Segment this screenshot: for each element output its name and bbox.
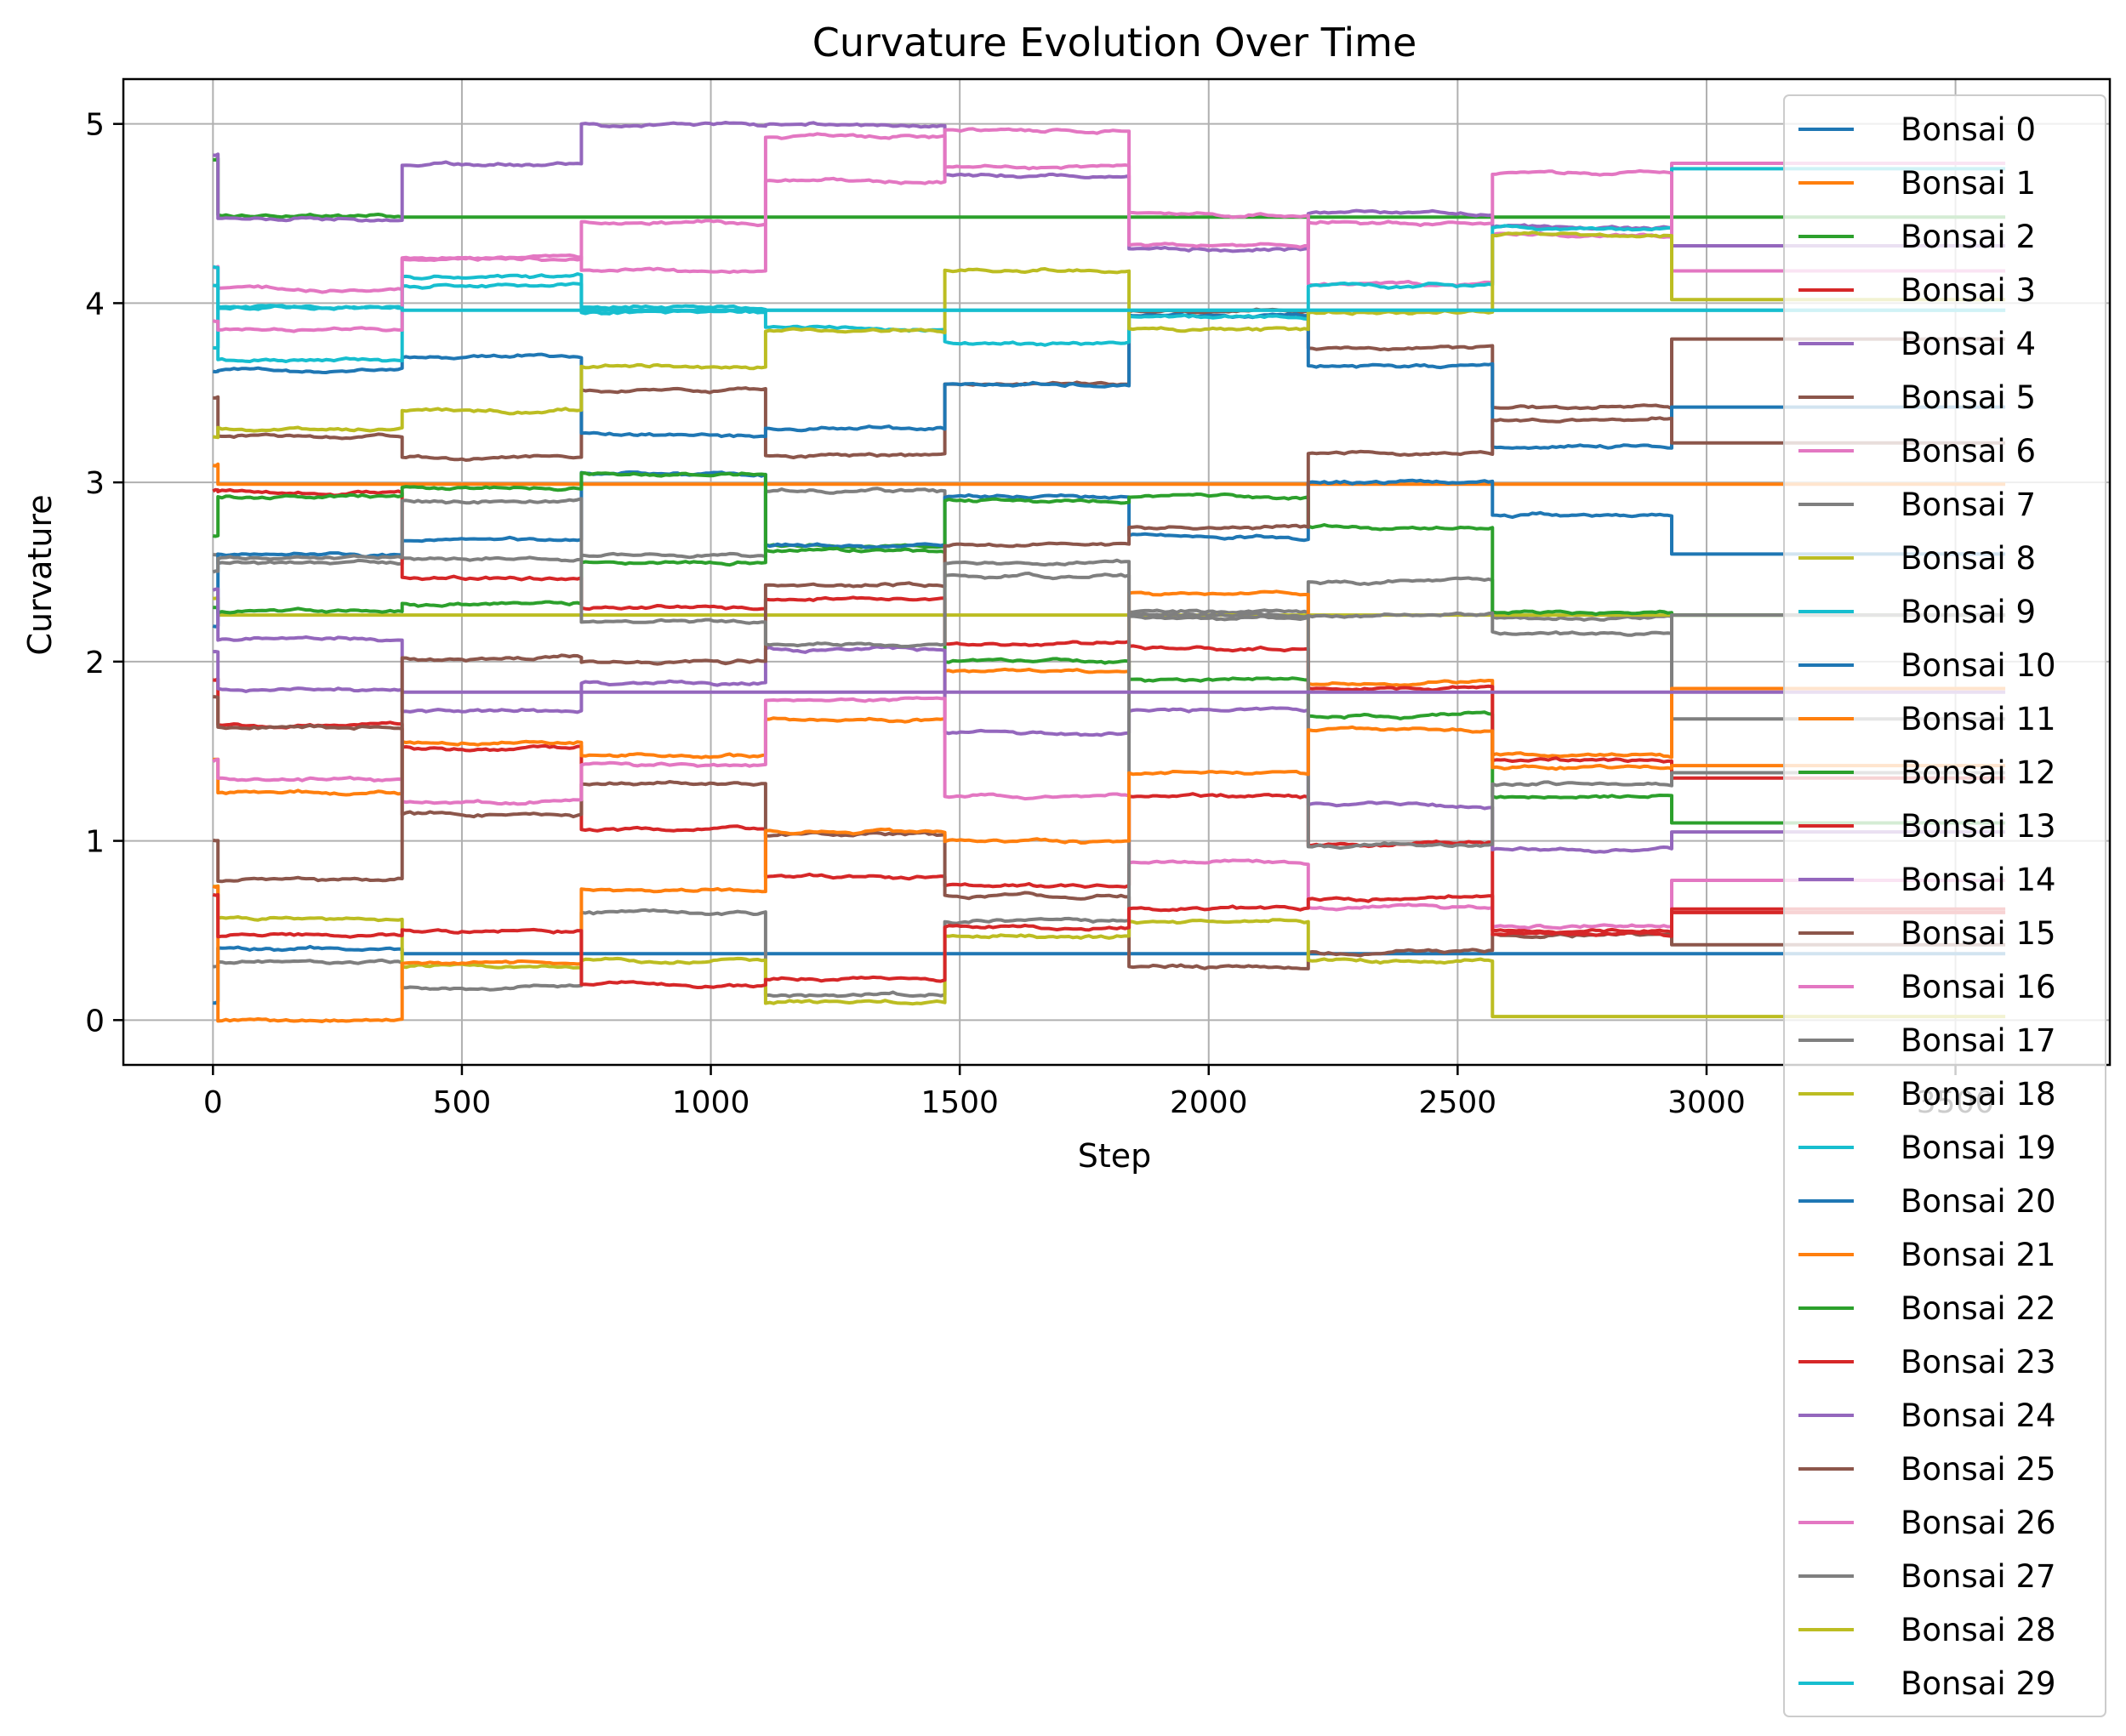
legend-entry: Bonsai 0 bbox=[1901, 111, 2036, 148]
y-tick-label: 3 bbox=[85, 466, 105, 501]
x-tick-label: 2500 bbox=[1419, 1085, 1497, 1120]
legend-entry: Bonsai 11 bbox=[1901, 701, 2056, 737]
legend-entry: Bonsai 24 bbox=[1901, 1397, 2056, 1434]
x-tick-label: 1500 bbox=[921, 1085, 999, 1120]
series-line bbox=[212, 121, 2006, 253]
y-tick-label: 5 bbox=[85, 108, 105, 143]
legend-entry: Bonsai 16 bbox=[1901, 969, 2056, 1005]
x-tick-label: 3000 bbox=[1667, 1085, 1746, 1120]
legend-entry: Bonsai 8 bbox=[1901, 540, 2036, 577]
legend-entry: Bonsai 23 bbox=[1901, 1344, 2056, 1380]
legend-entry: Bonsai 13 bbox=[1901, 808, 2056, 845]
legend-entry: Bonsai 3 bbox=[1901, 272, 2036, 309]
series-line bbox=[212, 497, 2006, 649]
legend-entry: Bonsai 20 bbox=[1901, 1183, 2056, 1220]
series-line bbox=[212, 127, 2006, 333]
legend-entry: Bonsai 1 bbox=[1901, 165, 2036, 202]
series-line bbox=[212, 265, 2006, 312]
series-line bbox=[212, 725, 2006, 1023]
legend-entry: Bonsai 17 bbox=[1901, 1022, 2056, 1059]
legend-entry: Bonsai 14 bbox=[1901, 862, 2056, 898]
series-line bbox=[213, 944, 2006, 1005]
legend-entry: Bonsai 9 bbox=[1901, 594, 2036, 630]
series-line bbox=[213, 307, 2006, 462]
series-line bbox=[213, 132, 2006, 294]
legend-entry: Bonsai 4 bbox=[1901, 326, 2036, 362]
series-line bbox=[213, 157, 2006, 219]
legend-entry: Bonsai 18 bbox=[1901, 1076, 2056, 1113]
x-tick-label: 1000 bbox=[672, 1085, 750, 1120]
legend-entry: Bonsai 27 bbox=[1901, 1558, 2056, 1595]
legend: Bonsai 0 Bonsai 1 Bonsai 2 Bonsai 3 Bonsai 4… bbox=[1783, 94, 2106, 1717]
legend-entry: Bonsai 6 bbox=[1901, 433, 2036, 470]
legend-entry: Bonsai 7 bbox=[1901, 487, 2036, 523]
legend-entry: Bonsai 19 bbox=[1901, 1130, 2056, 1166]
y-tick-label: 4 bbox=[85, 287, 105, 322]
grid bbox=[123, 79, 2110, 1065]
series-line bbox=[213, 543, 2006, 825]
y-tick-label: 2 bbox=[85, 646, 105, 680]
series-line bbox=[212, 462, 2006, 487]
legend-entry: Bonsai 15 bbox=[1901, 915, 2056, 952]
x-tick-label: 2000 bbox=[1170, 1085, 1248, 1120]
legend-entry: Bonsai 10 bbox=[1901, 647, 2056, 684]
series-lines bbox=[212, 121, 2006, 1023]
x-tick-label: 0 bbox=[203, 1085, 223, 1120]
x-axis-label: Step bbox=[1078, 1137, 1152, 1175]
chart-title: Curvature Evolution Over Time bbox=[812, 20, 1417, 65]
series-line bbox=[213, 595, 2006, 618]
series-line bbox=[212, 587, 2006, 694]
series-line bbox=[213, 231, 2006, 440]
series-line bbox=[212, 696, 2006, 931]
series-line bbox=[212, 167, 2006, 363]
legend-entry: Bonsai 28 bbox=[1901, 1612, 2056, 1648]
series-line bbox=[213, 645, 2006, 854]
legend-entry: Bonsai 12 bbox=[1901, 754, 2056, 791]
series-line bbox=[212, 487, 2006, 780]
y-tick-label: 0 bbox=[85, 1004, 105, 1039]
legend-box bbox=[1783, 94, 2106, 1717]
series-line bbox=[212, 312, 2006, 450]
plot-frame bbox=[122, 77, 2112, 1067]
legend-entry: Bonsai 5 bbox=[1901, 379, 2036, 416]
series-line bbox=[212, 892, 2006, 989]
legend-entry: Bonsai 22 bbox=[1901, 1290, 2056, 1327]
series-line bbox=[212, 487, 2006, 721]
legend-entry: Bonsai 2 bbox=[1901, 219, 2036, 255]
legend-entry: Bonsai 29 bbox=[1901, 1665, 2056, 1702]
y-tick-label: 1 bbox=[85, 825, 105, 860]
y-axis-label: Curvature bbox=[21, 494, 59, 655]
legend-entry: Bonsai 25 bbox=[1901, 1451, 2056, 1488]
x-tick-label: 500 bbox=[433, 1085, 492, 1120]
legend-entry: Bonsai 21 bbox=[1901, 1237, 2056, 1273]
series-line bbox=[213, 884, 2006, 1019]
legend-entry: Bonsai 26 bbox=[1901, 1505, 2056, 1541]
